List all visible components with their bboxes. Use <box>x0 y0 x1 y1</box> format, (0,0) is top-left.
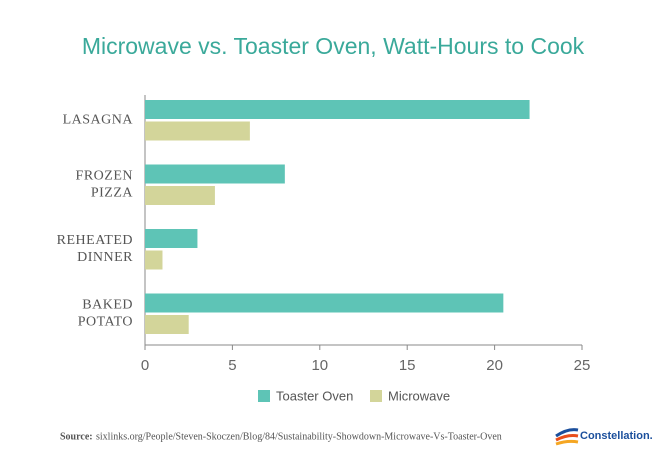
bar <box>145 315 189 334</box>
x-tick-label: 5 <box>228 357 236 374</box>
bar <box>145 186 215 205</box>
chart-title: Microwave vs. Toaster Oven, Watt-Hours t… <box>82 33 585 59</box>
x-tick-label: 15 <box>399 357 416 374</box>
legend-label: Microwave <box>388 388 450 403</box>
bar <box>145 229 198 248</box>
legend-label: Toaster Oven <box>276 388 353 403</box>
source: sixlinks.org/People/Steven-Skoczen/Blog/… <box>96 431 502 442</box>
legend-swatch <box>258 390 270 402</box>
category-label: LASAGNA <box>63 113 134 128</box>
category-label: BAKED POTATO <box>78 298 133 330</box>
logo-icon <box>555 428 579 446</box>
x-tick-label: 0 <box>141 357 149 374</box>
bar <box>145 164 285 184</box>
bar <box>145 293 504 313</box>
category-label: REHEATED DINNER <box>57 233 133 265</box>
bar <box>145 100 530 119</box>
bar <box>145 250 163 270</box>
logo: Constellation. <box>580 430 653 442</box>
x-tick-label: 25 <box>574 357 591 374</box>
x-tick-label: 20 <box>486 357 503 374</box>
x-tick-label: 10 <box>311 357 328 374</box>
category-label: FROZEN PIZZA <box>76 169 134 201</box>
bar <box>145 121 250 141</box>
legend-swatch <box>370 390 382 402</box>
source-label: Source: <box>60 431 93 442</box>
